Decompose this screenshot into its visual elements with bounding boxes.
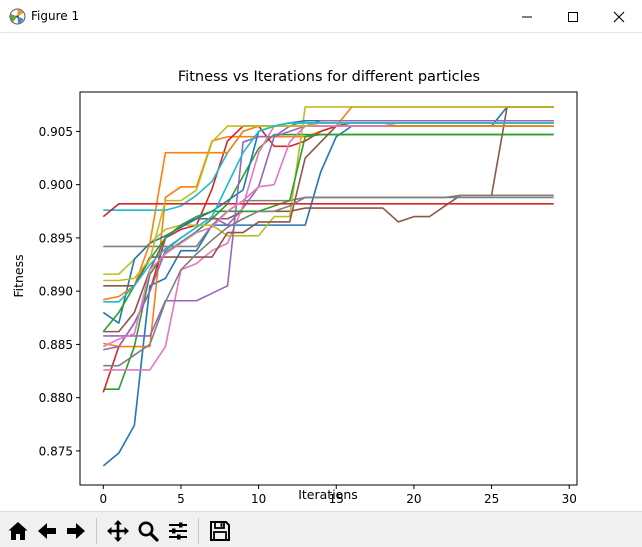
back-button[interactable]	[34, 518, 60, 544]
plot-frame	[79, 91, 578, 486]
x-tick-label: 30	[562, 492, 577, 506]
maximize-icon	[568, 11, 578, 22]
y-tick-label: 0.885	[39, 338, 73, 352]
configure-subplots-button[interactable]	[165, 518, 191, 544]
home-icon	[8, 522, 28, 540]
save-button[interactable]	[207, 518, 233, 544]
x-tick-label: 15	[329, 492, 344, 506]
series-line-11	[102, 119, 554, 324]
chart-title: Fitness vs Iterations for different part…	[178, 69, 480, 85]
y-tick-label: 0.905	[39, 125, 73, 139]
forward-button[interactable]	[63, 518, 89, 544]
figure-canvas[interactable]: Fitness vs Iterations for different part…	[0, 33, 642, 511]
close-icon	[613, 11, 625, 22]
y-tick-label: 0.890	[39, 285, 73, 299]
pan-icon	[107, 520, 129, 542]
minimize-button[interactable]	[504, 0, 550, 33]
save-icon	[210, 521, 230, 541]
series-line-4	[102, 125, 554, 393]
forward-icon	[67, 523, 85, 539]
x-tick-label: 5	[177, 492, 185, 506]
toolbar-separator	[96, 518, 97, 544]
x-tick-label: 0	[99, 492, 107, 506]
zoom-icon	[138, 521, 159, 542]
line-chart: Fitness vs Iterations for different part…	[11, 69, 578, 506]
y-axis-label: Fitness	[11, 254, 26, 297]
close-button[interactable]	[596, 0, 642, 33]
x-tick-label: 20	[406, 492, 421, 506]
back-icon	[38, 523, 56, 539]
y-tick-label: 0.875	[39, 444, 73, 458]
series-line-14	[102, 203, 554, 218]
minimize-icon	[522, 16, 532, 17]
toolbar-separator	[198, 518, 199, 544]
matplotlib-app-icon	[9, 8, 26, 25]
series-line-13	[102, 133, 554, 333]
series-line-8	[103, 196, 554, 248]
home-button[interactable]	[5, 518, 31, 544]
maximize-button[interactable]	[550, 0, 596, 33]
series-line-18	[103, 194, 554, 367]
series-line-3	[103, 133, 554, 390]
y-tick-label: 0.880	[39, 391, 73, 405]
series-line-9	[103, 106, 554, 275]
window-title: Figure 1	[31, 9, 80, 23]
navigation-toolbar	[0, 511, 642, 547]
configure-subplots-icon	[169, 522, 187, 540]
series-line-6	[103, 106, 554, 333]
window-titlebar: Figure 1	[0, 0, 642, 33]
x-axis-label: Iterations	[298, 487, 358, 502]
series-line-2	[103, 106, 554, 348]
x-tick-label: 25	[484, 492, 499, 506]
y-tick-label: 0.895	[39, 231, 73, 245]
series-line-20	[103, 122, 554, 303]
pan-button[interactable]	[105, 518, 131, 544]
series-line-1	[102, 106, 554, 467]
series-line-15	[103, 119, 554, 337]
x-tick-label: 10	[251, 492, 266, 506]
zoom-button[interactable]	[135, 518, 161, 544]
y-tick-label: 0.900	[39, 178, 73, 192]
series-line-12	[103, 125, 554, 301]
